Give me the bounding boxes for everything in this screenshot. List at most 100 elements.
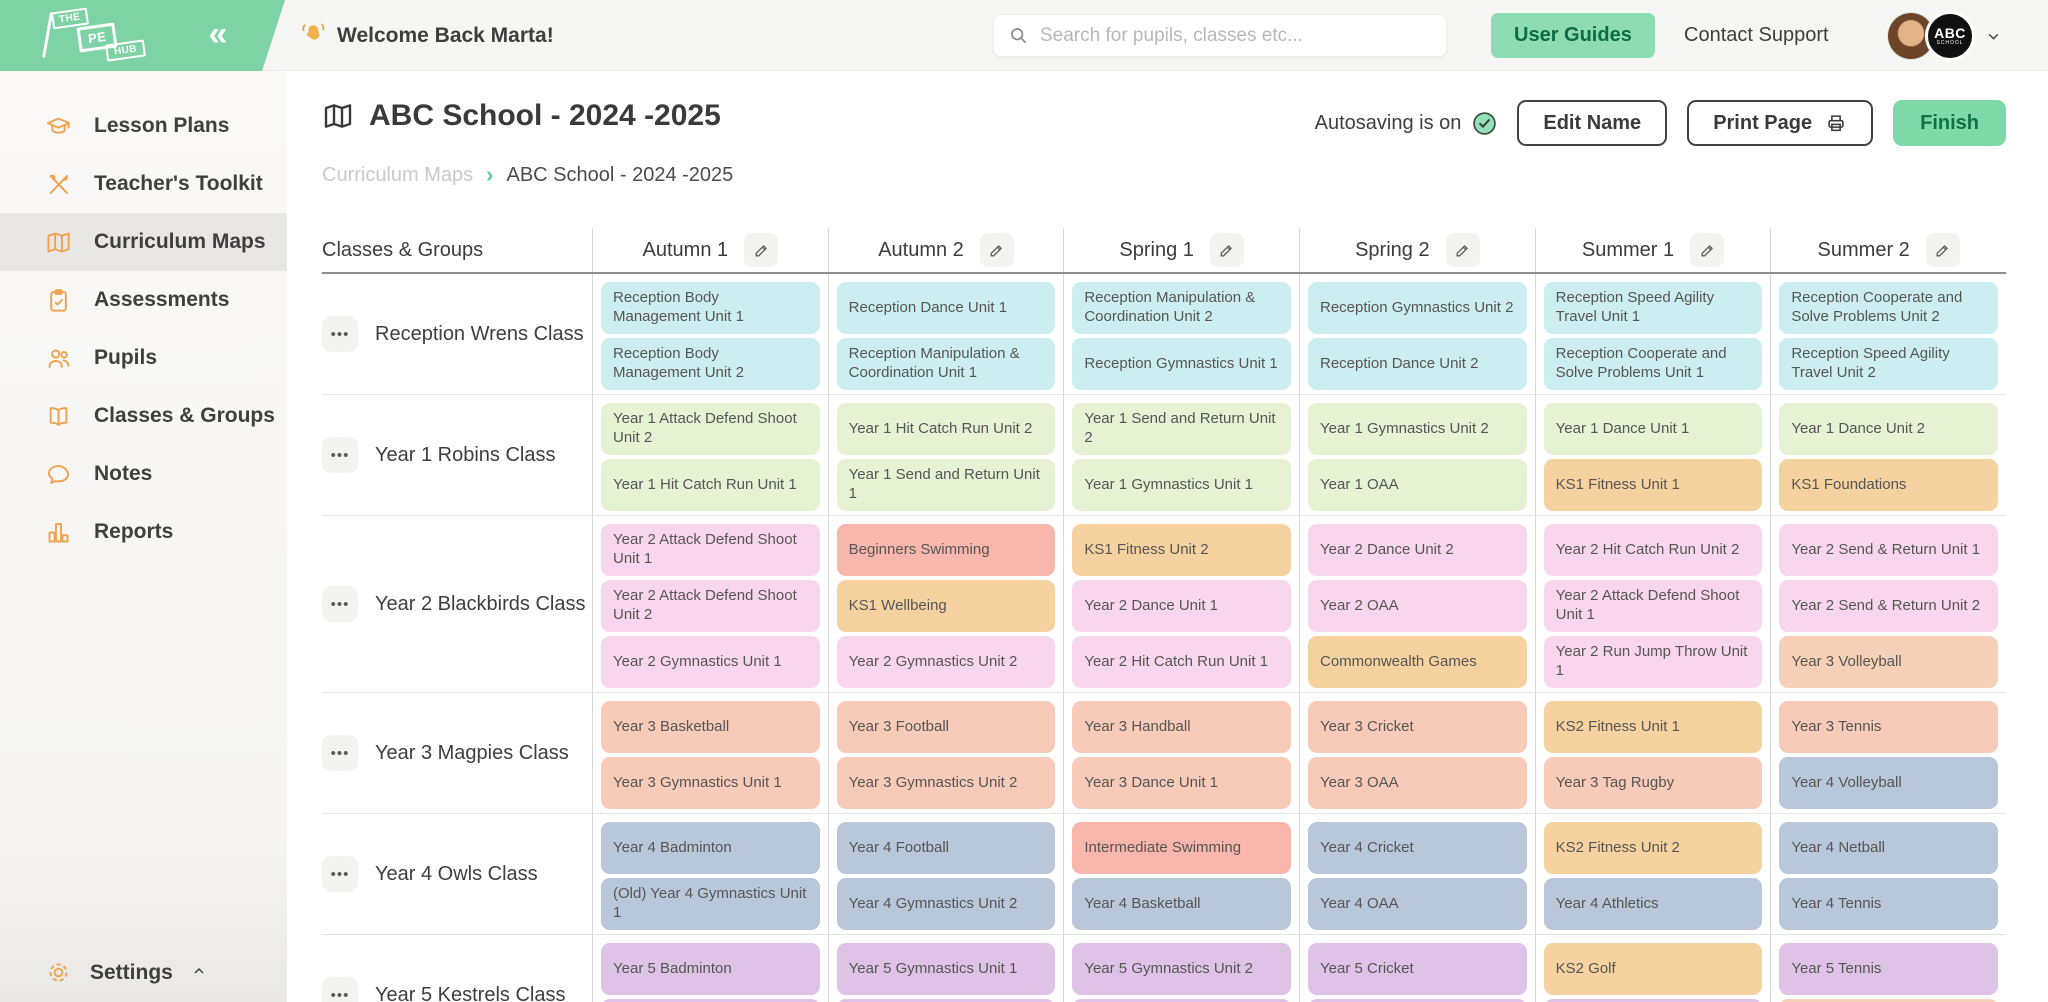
unit-chip[interactable]: Year 1 OAA xyxy=(1308,459,1527,511)
unit-chip[interactable]: Year 5 OAA xyxy=(1308,999,1527,1002)
unit-chip[interactable]: Year 4 Gymnastics Unit 2 xyxy=(836,878,1056,930)
edit-term-button[interactable] xyxy=(1925,233,1960,267)
unit-chip[interactable]: Year 2 Attack Defend Shoot Unit 1 xyxy=(1543,580,1763,632)
sidebar-item-lesson-plans[interactable]: Lesson Plans xyxy=(0,97,287,155)
unit-chip[interactable]: Year 4 OAA xyxy=(1308,878,1527,930)
unit-chip[interactable]: Year 2 Dance Unit 2 xyxy=(1308,524,1527,576)
finish-button[interactable]: Finish xyxy=(1893,100,2006,146)
account-menu[interactable]: ABC SCHOOL xyxy=(1888,11,2002,61)
unit-chip[interactable]: Reception Cooperate and Solve Problems U… xyxy=(1543,338,1763,390)
unit-chip[interactable]: Reception Gymnastics Unit 1 xyxy=(1072,338,1291,390)
unit-chip[interactable]: Year 3 Tennis xyxy=(1779,701,1998,753)
unit-chip[interactable]: Year 2 Attack Defend Shoot Unit 2 xyxy=(601,580,820,632)
unit-chip[interactable]: KS2 Golf xyxy=(1543,943,1763,995)
unit-chip[interactable]: Reception Dance Unit 2 xyxy=(1308,338,1527,390)
unit-chip[interactable]: Year 2 Send & Return Unit 1 xyxy=(1779,524,1998,576)
unit-chip[interactable]: KS2 Fitness Unit 2 xyxy=(1543,822,1763,874)
unit-chip[interactable]: KS1 Fitness Unit 1 xyxy=(1543,459,1763,511)
unit-chip[interactable]: Reception Speed Agility Travel Unit 1 xyxy=(1543,282,1763,334)
print-page-button[interactable]: Print Page xyxy=(1687,100,1874,146)
sidebar-item-reports[interactable]: Reports xyxy=(0,503,287,561)
unit-chip[interactable]: Year 1 Send and Return Unit 1 xyxy=(836,459,1056,511)
edit-term-button[interactable] xyxy=(1690,233,1725,267)
contact-support-link[interactable]: Contact Support xyxy=(1684,24,1829,46)
unit-chip[interactable]: Year 5 Basketball xyxy=(601,999,820,1002)
unit-chip[interactable]: Year 3 OAA xyxy=(1308,757,1527,809)
unit-chip[interactable]: Intermediate Swimming xyxy=(1072,822,1291,874)
unit-chip[interactable]: Year 2 Hit Catch Run Unit 2 xyxy=(1543,524,1763,576)
unit-chip[interactable]: Year 4 Netball xyxy=(1779,822,1998,874)
sidebar-item-notes[interactable]: Notes xyxy=(0,445,287,503)
unit-chip[interactable]: Year 3 Gymnastics Unit 1 xyxy=(601,757,820,809)
chevron-down-icon[interactable] xyxy=(1985,28,2002,45)
unit-chip[interactable]: Year 2 Gymnastics Unit 1 xyxy=(601,636,820,688)
unit-chip[interactable]: Year 3 Tag Rugby xyxy=(1543,757,1763,809)
unit-chip[interactable]: Year 3 Football xyxy=(836,701,1056,753)
unit-chip[interactable]: Year 4 Football xyxy=(836,822,1056,874)
unit-chip[interactable]: Reception Body Management Unit 2 xyxy=(601,338,820,390)
unit-chip[interactable]: Year 3 Gymnastics Unit 2 xyxy=(836,757,1056,809)
unit-chip[interactable]: Year 2 Send & Return Unit 2 xyxy=(1779,580,1998,632)
unit-chip[interactable]: Reception Dance Unit 1 xyxy=(836,282,1056,334)
unit-chip[interactable]: Year 1 Dance Unit 1 xyxy=(1543,403,1763,455)
unit-chip[interactable]: Reception Gymnastics Unit 2 xyxy=(1308,282,1527,334)
edit-term-button[interactable] xyxy=(744,233,779,267)
sidebar-collapse-button[interactable]: « xyxy=(196,10,240,58)
class-options-button[interactable]: ••• xyxy=(322,735,358,771)
unit-chip[interactable]: Year 2 Gymnastics Unit 2 xyxy=(836,636,1056,688)
unit-chip[interactable]: KS1 Fitness Unit 2 xyxy=(1072,524,1291,576)
unit-chip[interactable]: Year 1 Gymnastics Unit 2 xyxy=(1308,403,1527,455)
class-options-button[interactable]: ••• xyxy=(322,977,358,1002)
sidebar-item-teachers-toolkit[interactable]: Teacher's Toolkit xyxy=(0,155,287,213)
unit-chip[interactable]: Beginners Swimming xyxy=(836,524,1056,576)
class-options-button[interactable]: ••• xyxy=(322,316,358,352)
unit-chip[interactable]: KS1 Foundations xyxy=(1779,459,1998,511)
unit-chip[interactable]: Year 2 Run Jump Throw Unit 1 xyxy=(1543,636,1763,688)
unit-chip[interactable]: Year 4 Cricket xyxy=(1308,822,1527,874)
class-options-button[interactable]: ••• xyxy=(322,437,358,473)
unit-chip[interactable]: Year 1 Send and Return Unit 2 xyxy=(1072,403,1291,455)
unit-chip[interactable]: Reception Manipulation & Coordination Un… xyxy=(836,338,1056,390)
unit-chip[interactable]: Year 5 Dance Unit 1 xyxy=(836,999,1056,1002)
unit-chip[interactable]: Year 3 Handball xyxy=(1072,701,1291,753)
unit-chip[interactable]: Year 5 Cricket xyxy=(1308,943,1527,995)
unit-chip[interactable]: Reception Speed Agility Travel Unit 2 xyxy=(1779,338,1998,390)
unit-chip[interactable]: Year 2 Attack Defend Shoot Unit 1 xyxy=(601,524,820,576)
unit-chip[interactable]: Year 5 Tennis xyxy=(1779,943,1998,995)
unit-chip[interactable]: Year 1 Gymnastics Unit 1 xyxy=(1072,459,1291,511)
edit-term-button[interactable] xyxy=(1209,233,1244,267)
unit-chip[interactable]: Year 5 Badminton xyxy=(601,943,820,995)
unit-chip[interactable]: Year 4 Basketball xyxy=(1072,878,1291,930)
school-badge[interactable]: ABC SCHOOL xyxy=(1925,11,1975,61)
class-options-button[interactable]: ••• xyxy=(322,586,358,622)
sidebar-item-pupils[interactable]: Pupils xyxy=(0,329,287,387)
sidebar-item-classes-groups[interactable]: Classes & Groups xyxy=(0,387,287,445)
unit-chip[interactable]: Year 1 Dance Unit 2 xyxy=(1779,403,1998,455)
breadcrumb-root[interactable]: Curriculum Maps xyxy=(322,163,474,186)
unit-chip[interactable]: Year 4 Athletics xyxy=(1543,878,1763,930)
unit-chip[interactable]: KS1 Wellbeing xyxy=(836,580,1056,632)
unit-chip[interactable]: Reception Cooperate and Solve Problems U… xyxy=(1779,282,1998,334)
unit-chip[interactable]: Year 1 Attack Defend Shoot Unit 2 xyxy=(601,403,820,455)
unit-chip[interactable]: Year 4 Tennis xyxy=(1779,878,1998,930)
unit-chip[interactable]: Reception Manipulation & Coordination Un… xyxy=(1072,282,1291,334)
unit-chip[interactable]: Year 3 Basketball xyxy=(601,701,820,753)
unit-chip[interactable]: Year 5 Football xyxy=(1072,999,1291,1002)
edit-term-button[interactable] xyxy=(979,233,1014,267)
edit-name-button[interactable]: Edit Name xyxy=(1517,100,1668,146)
unit-chip[interactable]: Year 3 Cricket xyxy=(1308,701,1527,753)
class-options-button[interactable]: ••• xyxy=(322,856,358,892)
unit-chip[interactable]: Year 3 Hockey xyxy=(1779,999,1998,1002)
unit-chip[interactable]: Year 4 Badminton xyxy=(601,822,820,874)
unit-chip[interactable]: Year 2 Dance Unit 1 xyxy=(1072,580,1291,632)
unit-chip[interactable]: Reception Body Management Unit 1 xyxy=(601,282,820,334)
sidebar-item-assessments[interactable]: Assessments xyxy=(0,271,287,329)
unit-chip[interactable]: Year 5 Gymnastics Unit 2 xyxy=(1072,943,1291,995)
unit-chip[interactable]: Year 1 Hit Catch Run Unit 1 xyxy=(601,459,820,511)
unit-chip[interactable]: Commonwealth Games xyxy=(1308,636,1527,688)
unit-chip[interactable]: Year 4 Volleyball xyxy=(1779,757,1998,809)
user-guides-button[interactable]: User Guides xyxy=(1491,13,1655,58)
unit-chip[interactable]: (Old) Year 4 Gymnastics Unit 1 xyxy=(601,878,820,930)
edit-term-button[interactable] xyxy=(1445,233,1480,267)
unit-chip[interactable]: Year 2 OAA xyxy=(1308,580,1527,632)
